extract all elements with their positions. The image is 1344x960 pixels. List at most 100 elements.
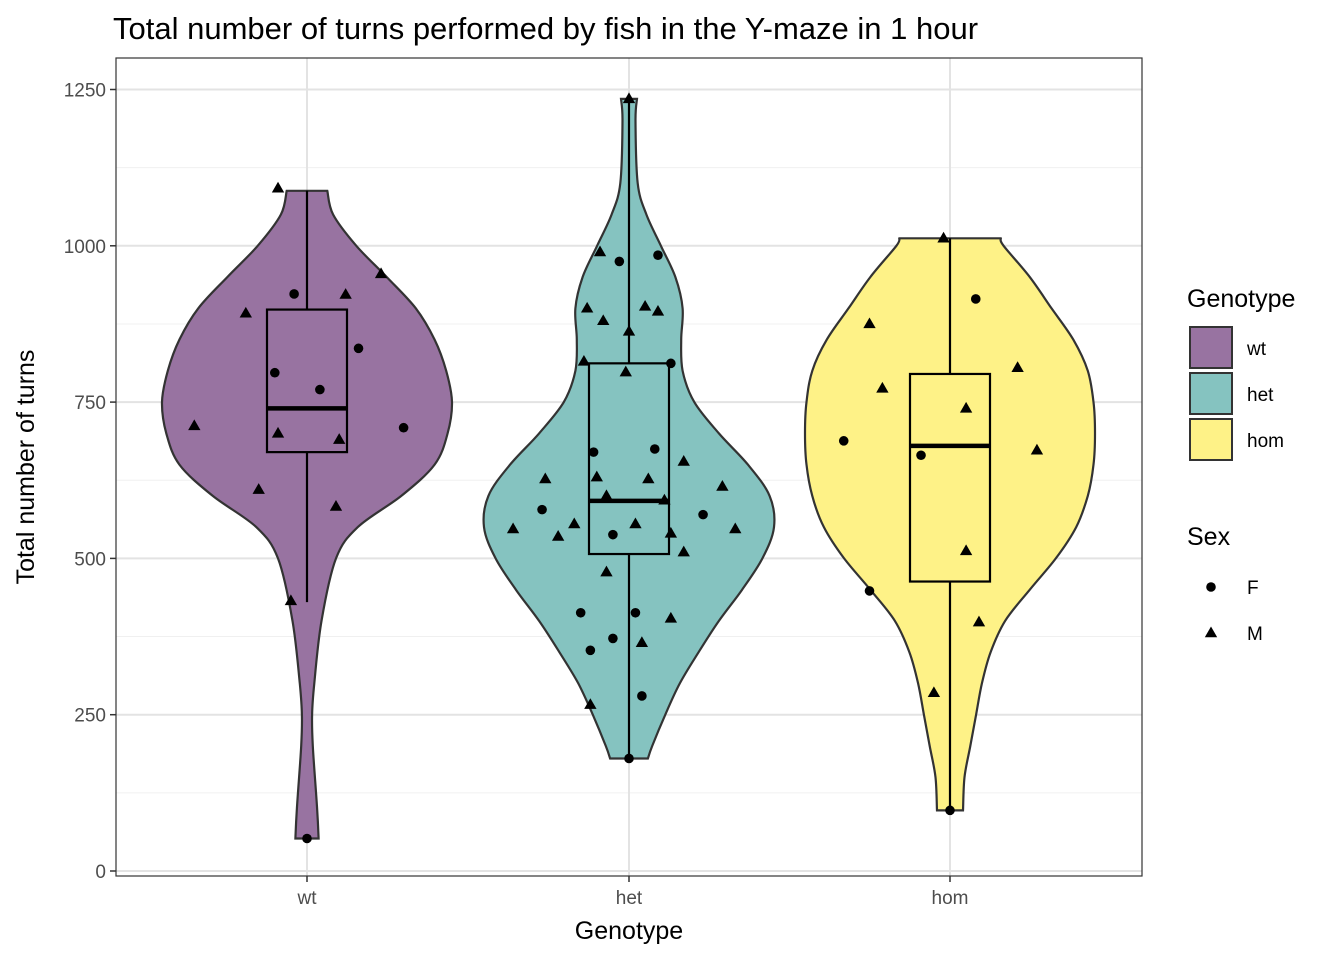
point-male [635,636,649,648]
point-female [649,444,660,454]
point-male [580,301,594,313]
point-male [927,686,941,698]
point-female [270,367,280,378]
point-female [970,294,981,304]
point-female [289,289,299,299]
point-female [315,384,325,395]
legend-label-F: F [1247,578,1259,599]
point-male [959,401,973,413]
box-hom [908,372,992,583]
y-tick-label: 1000 [64,237,106,258]
point-male [622,324,636,336]
y-axis: 0 250 500 750 1000 1250 [64,81,116,883]
point-female [398,422,409,433]
point-male [600,565,613,577]
point-female [575,607,586,618]
point-male [677,454,690,466]
point-male [539,472,552,484]
point-female [608,529,618,540]
point-female [302,833,312,844]
x-axis-title: Genotype [575,917,683,945]
point-male [600,489,613,501]
point-male [642,472,655,484]
point-male [677,545,690,557]
point-male [664,526,678,538]
point-male [651,304,665,316]
point-female [608,633,618,644]
point-female [653,250,663,260]
legend-key-circle [1206,582,1216,592]
legend-label-het: het [1247,385,1274,406]
point-male [638,299,652,311]
point-female [916,450,926,461]
point-male [972,615,986,627]
point-male [568,517,581,529]
box-wt [265,308,349,454]
point-female [624,753,634,764]
y-tick-label: 500 [74,549,106,570]
point-male [271,181,285,193]
point-male [329,500,343,511]
point-male [284,594,298,606]
point-male [252,483,265,494]
point-male [622,92,636,104]
legend: Genotype wt het hom Sex F M [1187,285,1295,645]
point-female [666,358,676,369]
point-male [664,611,678,623]
point-male [374,267,388,279]
x-axis: wt het hom [297,876,969,909]
legend-swatch-hom [1189,418,1233,461]
legend-key-triangle [1204,626,1218,638]
x-tick-label: wt [297,888,318,909]
point-male [597,314,610,326]
violin-hom [803,237,1097,812]
legend-title-genotype: Genotype [1187,285,1295,313]
point-male [716,480,729,491]
y-tick-label: 250 [74,706,106,727]
point-male [1030,443,1044,455]
data-points [188,92,1044,844]
point-male [188,419,201,431]
y-tick-label: 1250 [64,81,106,102]
legend-label-wt: wt [1246,339,1267,360]
point-female [630,607,641,618]
chart-title: Total number of turns performed by fish … [113,11,978,46]
legend-label-M: M [1247,624,1263,645]
point-male [1011,361,1024,372]
point-female [353,343,364,354]
point-male [937,231,950,243]
x-tick-label: het [616,888,643,909]
point-male [959,544,973,556]
point-male [551,530,565,541]
point-male [506,522,520,534]
boxplots [265,98,992,811]
point-female [537,504,547,515]
point-male [584,698,597,709]
legend-title-sex: Sex [1187,523,1231,551]
point-female [864,586,875,596]
y-tick-label: 0 [95,862,106,883]
legend-label-hom: hom [1247,431,1284,452]
point-female [585,645,596,656]
point-male [593,245,607,257]
point-male [333,433,346,444]
y-axis-title: Total number of turns [12,350,40,585]
point-male [876,381,889,393]
point-male [729,522,742,534]
point-male [629,517,642,529]
point-female [698,509,708,520]
point-female [588,447,599,457]
point-male [619,365,632,377]
point-male [590,470,603,482]
legend-swatch-het [1189,372,1233,415]
x-tick-label: hom [932,888,969,909]
point-male [658,493,671,505]
point-male [339,288,352,299]
violin-het [482,97,776,760]
legend-swatch-wt [1189,326,1233,369]
point-male [271,426,285,438]
point-female [614,256,625,267]
point-male [577,354,591,366]
point-male [239,306,252,318]
